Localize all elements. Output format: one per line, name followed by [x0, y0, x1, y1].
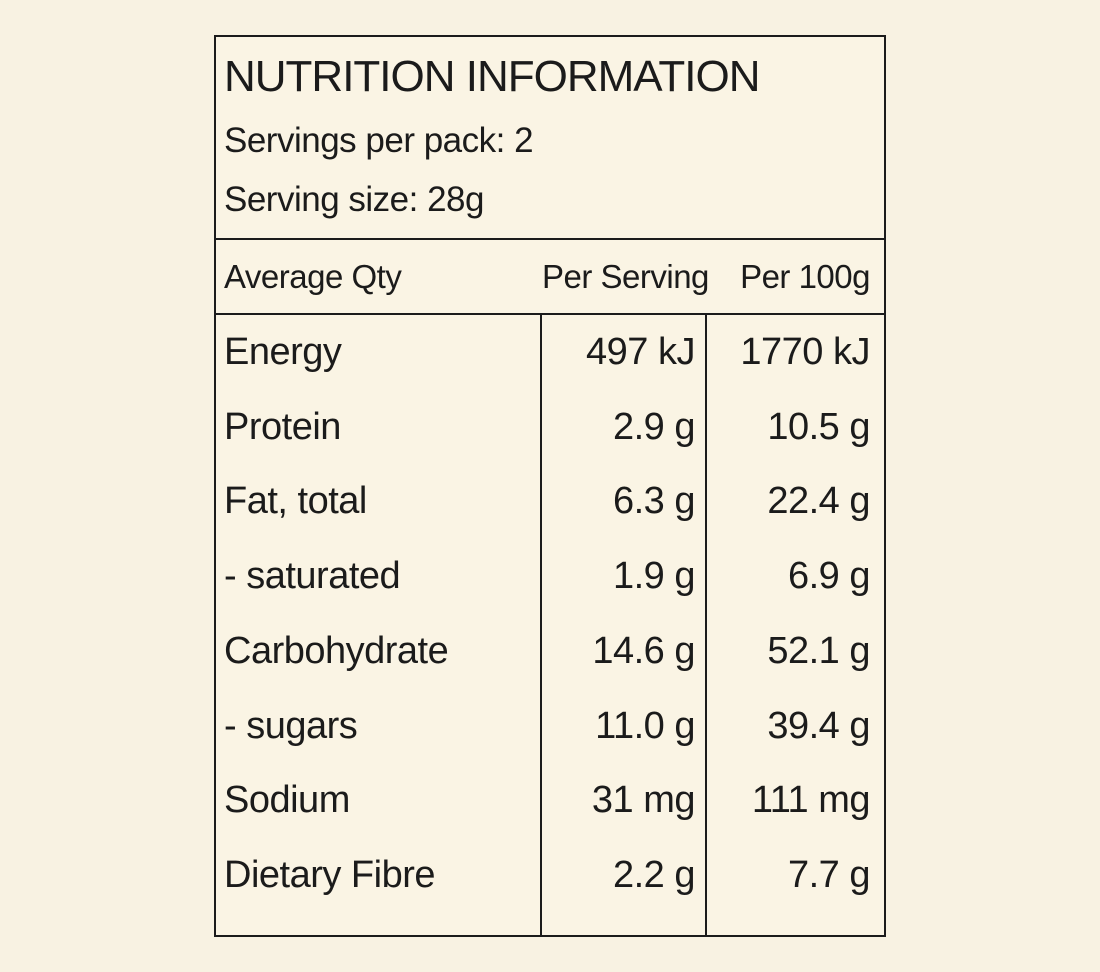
row-per-serving-value: 497 kJ — [586, 330, 695, 373]
label-header-section: NUTRITION INFORMATION Servings per pack:… — [216, 37, 884, 238]
row-per-serving-value: 1.9 g — [612, 555, 696, 598]
table-row-fat-total: Fat, total 6.3 g 22.4 g — [216, 465, 884, 540]
row-per-100g-value: 52.1 g — [767, 629, 870, 672]
serving-size-text: Serving size: 28g — [224, 180, 484, 219]
row-label: Energy — [224, 330, 342, 373]
row-label: - saturated — [224, 555, 401, 598]
row-per-100g-value: 39.4 g — [767, 704, 870, 747]
row-per-100g-value: 10.5 g — [767, 405, 870, 448]
column-header-per-100g: Per 100g — [740, 257, 870, 295]
row-per-100g-value: 22.4 g — [767, 480, 870, 523]
row-label: Sodium — [224, 779, 350, 822]
row-per-serving-value: 6.3 g — [612, 480, 696, 523]
column-divider-2 — [705, 315, 707, 935]
row-per-serving-value: 2.9 g — [612, 405, 696, 448]
row-label: Carbohydrate — [224, 629, 449, 672]
row-label: Dietary Fibre — [224, 854, 436, 897]
table-row-energy: Energy 497 kJ 1770 kJ — [216, 315, 884, 390]
column-header-per-serving: Per Serving — [542, 257, 709, 295]
column-divider-1 — [540, 315, 542, 935]
servings-per-pack-text: Servings per pack: 2 — [224, 121, 534, 160]
row-per-100g-value: 1770 kJ — [740, 330, 870, 373]
column-header-average-qty: Average Qty — [224, 257, 402, 295]
row-label: Fat, total — [224, 480, 367, 523]
row-per-100g-value: 111 mg — [751, 779, 871, 822]
table-row-protein: Protein 2.9 g 10.5 g — [216, 390, 884, 465]
row-per-serving-value: 31 mg — [591, 779, 696, 822]
row-per-serving-value: 11.0 g — [595, 704, 695, 747]
label-title: NUTRITION INFORMATION — [224, 52, 760, 101]
table-row-saturated-fat: - saturated 1.9 g 6.9 g — [216, 539, 884, 614]
row-per-100g-value: 7.7 g — [787, 854, 871, 897]
row-label: - sugars — [224, 704, 358, 747]
table-row-sugars: - sugars 11.0 g 39.4 g — [216, 689, 884, 764]
table-row-dietary-fibre: Dietary Fibre 2.2 g 7.7 g — [216, 838, 884, 913]
table-row-sodium: Sodium 31 mg 111 mg — [216, 764, 884, 839]
nutrition-label-panel: NUTRITION INFORMATION Servings per pack:… — [214, 35, 886, 937]
row-per-100g-value: 6.9 g — [787, 555, 871, 598]
row-per-serving-value: 14.6 g — [592, 629, 695, 672]
table-column-headers: Average Qty Per Serving Per 100g — [216, 238, 884, 313]
table-row-carbohydrate: Carbohydrate 14.6 g 52.1 g — [216, 614, 884, 689]
row-label: Protein — [224, 405, 341, 448]
nutrition-table: Energy 497 kJ 1770 kJ Protein 2.9 g 10.5… — [216, 313, 884, 935]
row-per-serving-value: 2.2 g — [612, 854, 696, 897]
